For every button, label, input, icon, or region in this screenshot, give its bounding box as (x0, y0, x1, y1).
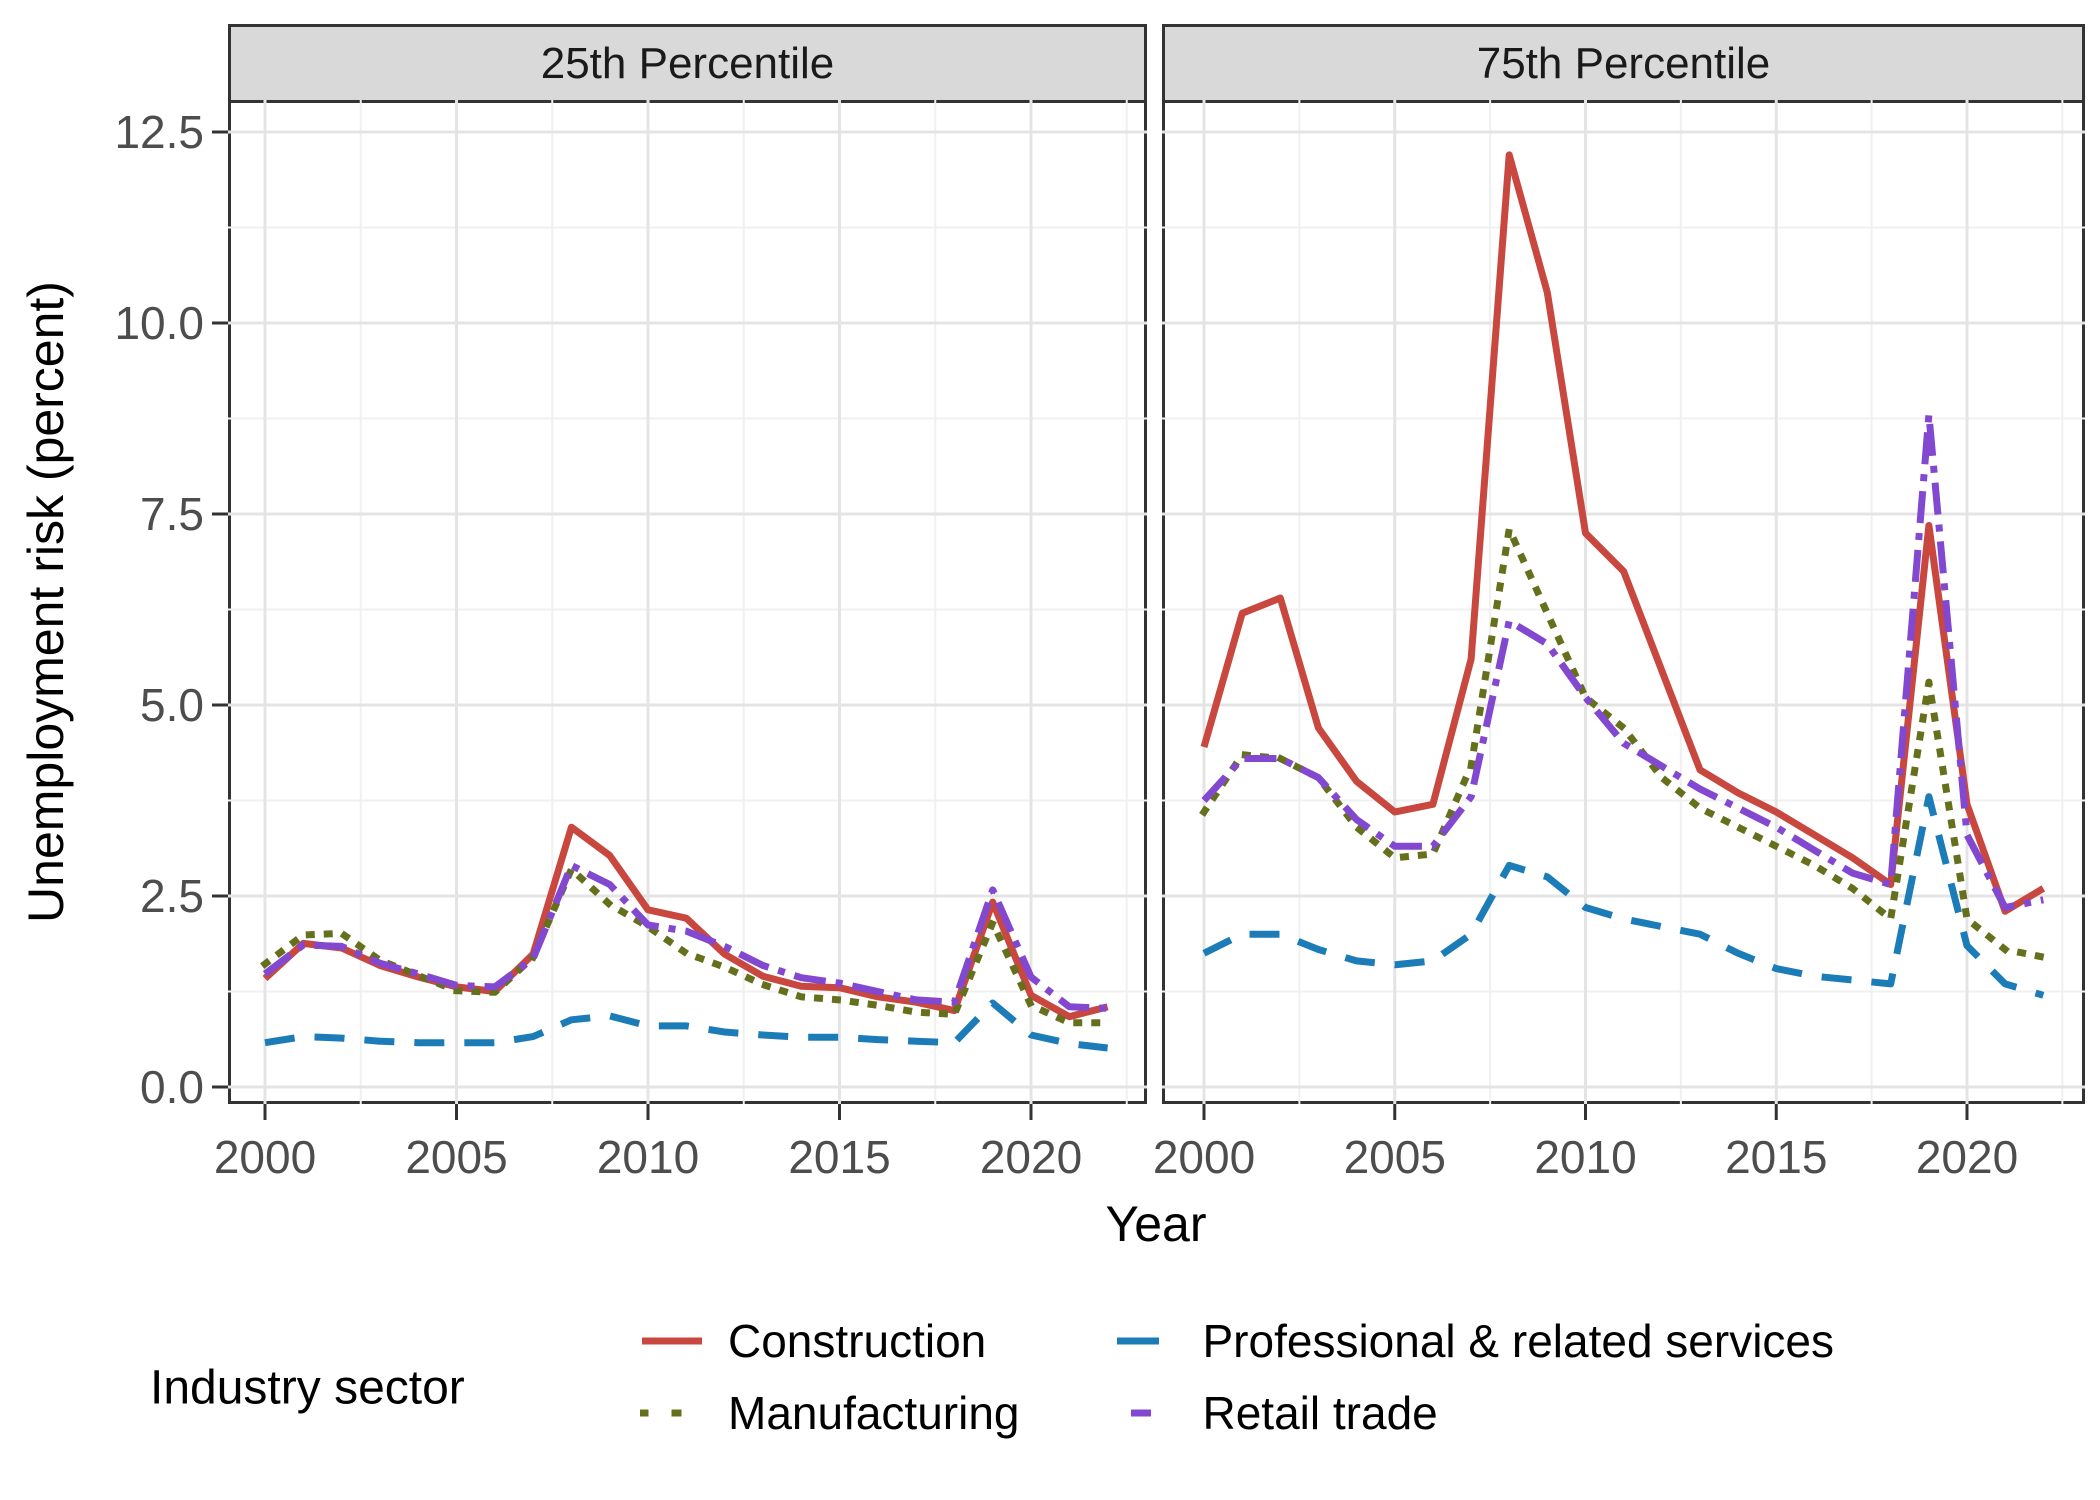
series-line-retail (262, 861, 1108, 1012)
x-tick-label: 2000 (213, 1131, 317, 1183)
y-tick-label: 12.5 (114, 106, 204, 158)
x-tick-label: 2010 (596, 1131, 700, 1183)
x-tick-label: 2010 (1534, 1131, 1637, 1183)
y-tick-label: 5.0 (140, 679, 204, 731)
series-line-construction (1200, 151, 2046, 915)
x-tick-label: 2005 (405, 1131, 508, 1183)
x-axis-title: Year (1105, 1196, 1207, 1252)
legend-label: Professional & related services (1202, 1315, 1835, 1367)
series-line-manufacturing (1199, 525, 2048, 962)
facet-strip-25th-percentile: 25th Percentile (228, 24, 1147, 103)
legend-entry-retail: Retail trade (1115, 1387, 1835, 1439)
professional-line-key-icon (1116, 1337, 1177, 1345)
x-tick-label: 2015 (788, 1131, 891, 1183)
x-tick-label: 2020 (1915, 1131, 2019, 1183)
x-tick-label: 2005 (1343, 1131, 1446, 1183)
facet-strip-label: 25th Percentile (540, 38, 835, 88)
facet-strip-label: 75th Percentile (1476, 38, 1771, 88)
construction-line-key-icon (642, 1337, 702, 1345)
x-tick-label: 2000 (1152, 1131, 1256, 1183)
legend-title: Industry sector (150, 1361, 465, 1415)
y-axis-title: Unemployment risk (percent) (18, 281, 74, 923)
x-tick-label: 2020 (979, 1131, 1083, 1183)
series-line-manufacturing (260, 865, 1112, 1027)
retail-line-key-icon (1116, 1409, 1177, 1417)
legend-label: Retail trade (1202, 1387, 1438, 1439)
facet-strip-75th-percentile: 75th Percentile (1162, 24, 2085, 103)
plot-panel-75th-percentile (1162, 100, 2085, 1120)
legend-entry-construction: Construction (640, 1315, 1020, 1367)
x-tick-label: 2015 (1725, 1131, 1828, 1183)
y-tick-label: 2.5 (140, 870, 204, 922)
panel-border-right (1162, 100, 2085, 1104)
series-line-retail (1201, 411, 2044, 911)
panel-border-left (228, 100, 1147, 1104)
legend-label: Construction (728, 1315, 987, 1367)
legend-label: Manufacturing (728, 1387, 1020, 1439)
y-tick-label: 0.0 (140, 1061, 204, 1113)
y-tick-label: 10.0 (114, 297, 204, 349)
y-tick-label: 7.5 (140, 488, 204, 540)
manufacturing-line-key-icon (640, 1409, 704, 1417)
series-line-professional (264, 999, 1109, 1052)
legend: Construction Professional & related serv… (640, 1315, 1835, 1439)
legend-entry-professional: Professional & related services (1115, 1315, 1835, 1367)
legend-entry-manufacturing: Manufacturing (640, 1387, 1020, 1439)
plot-panel-25th-percentile (212, 100, 1147, 1120)
